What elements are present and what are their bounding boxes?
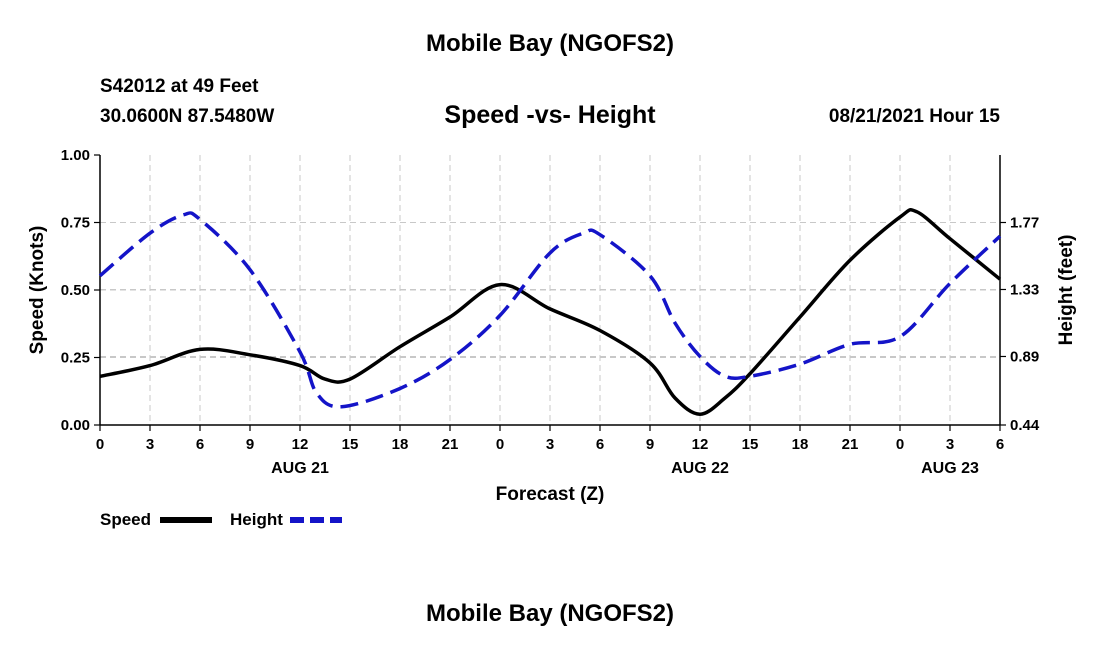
- page-title-bottom: Mobile Bay (NGOFS2): [425, 600, 675, 627]
- x-axis-label: Forecast (Z): [496, 484, 605, 505]
- x-tick-label: 6: [596, 436, 604, 453]
- y-tick-label-left: 0.00: [61, 417, 90, 434]
- date-label: AUG 23: [921, 460, 979, 477]
- series-line-speed: [99, 207, 1002, 416]
- x-tick-label: 15: [342, 436, 359, 453]
- x-tick-label: 0: [96, 436, 104, 453]
- x-tick-label: 6: [196, 436, 204, 453]
- x-tick-label: 12: [692, 436, 709, 453]
- legend: Speed Height: [100, 510, 342, 529]
- x-tick-label: 0: [496, 436, 504, 453]
- x-tick-label: 18: [392, 436, 409, 453]
- chart-title: Speed -vs- Height: [444, 101, 656, 129]
- x-tick-label: 21: [442, 436, 459, 453]
- chart-axes: [94, 154, 1006, 431]
- date-label: AUG 21: [271, 460, 329, 477]
- y-tick-label-right: 1.77: [1010, 215, 1039, 232]
- date-label: AUG 22: [671, 460, 729, 477]
- y-tick-label-left: 0.50: [61, 282, 90, 299]
- grid-lines: [100, 155, 1000, 425]
- legend-label-height: Height: [230, 510, 283, 529]
- x-tick-label: 18: [792, 436, 809, 453]
- y-tick-label-right: 0.89: [1010, 348, 1039, 365]
- x-tick-label: 9: [246, 436, 254, 453]
- x-tick-label: 0: [896, 436, 904, 453]
- station-coordinates: 30.0600N 87.5480W: [100, 106, 275, 127]
- x-tick-label: 12: [292, 436, 309, 453]
- y-tick-label-right: 0.44: [1010, 417, 1040, 434]
- y-tick-label-right: 1.33: [1010, 281, 1039, 298]
- y-tick-label-left: 1.00: [61, 147, 90, 164]
- x-tick-label: 9: [646, 436, 654, 453]
- y-axis-label-left: Speed (Knots): [27, 226, 48, 355]
- x-tick-label: 3: [146, 436, 154, 453]
- x-tick-label: 3: [946, 436, 954, 453]
- x-tick-label: 6: [996, 436, 1004, 453]
- x-tick-label: 3: [546, 436, 554, 453]
- x-tick-label: 21: [842, 436, 859, 453]
- y-tick-label-left: 0.25: [61, 350, 90, 367]
- legend-label-speed: Speed: [100, 510, 151, 529]
- page-title-top: Mobile Bay (NGOFS2): [425, 30, 675, 57]
- series-lines: [98, 207, 1002, 416]
- tick-labels: 0 3 6 9 12 15 18 21 0 3 6 9 12 15 18 21 0 3 6 AUG 21 AUG 22 A…: [61, 147, 1040, 477]
- x-tick-label: 15: [742, 436, 759, 453]
- forecast-timestamp: 08/21/2021 Hour 15: [828, 106, 1000, 127]
- y-tick-label-left: 0.75: [61, 215, 90, 232]
- series-line-height: [98, 211, 1002, 409]
- station-label: S42012 at 49 Feet: [100, 76, 259, 97]
- y-axis-label-right: Height (feet): [1056, 235, 1077, 346]
